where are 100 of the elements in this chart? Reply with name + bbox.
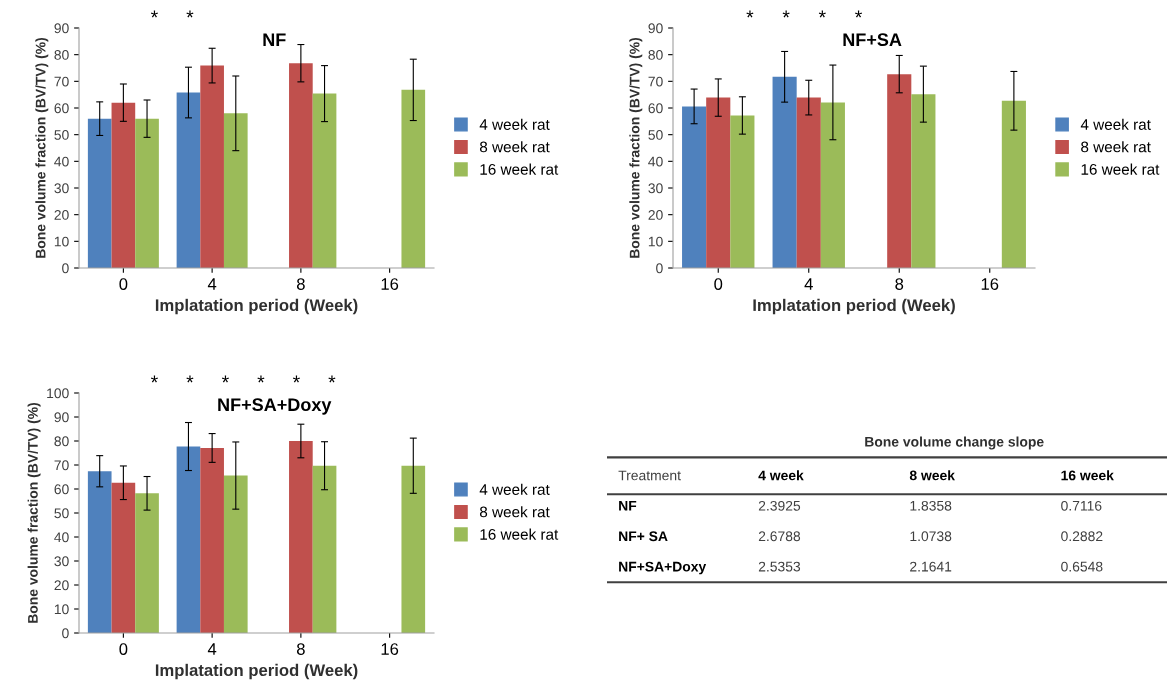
bar: [223, 475, 248, 633]
legend-label: 16 week rat: [480, 528, 559, 540]
chart-title: NF: [263, 33, 286, 46]
x-tick-label: 4: [804, 278, 813, 290]
text: *: [328, 375, 336, 383]
bar: [820, 102, 845, 268]
x-tick-label: 4: [207, 643, 217, 655]
y-tick-label: 60: [54, 103, 69, 114]
x-tick-label: 16 week: [1061, 470, 1114, 481]
x-tick-label: 0: [119, 643, 128, 655]
data-label: 2.6788: [758, 531, 801, 542]
y-tick-label: 60: [54, 484, 69, 495]
text: *: [292, 375, 300, 383]
x-tick-label: 4 week: [758, 470, 804, 481]
y-tick-label: 20: [54, 580, 69, 591]
legend-label: 8 week rat: [479, 506, 550, 518]
chart-title: NF+SA+Doxy: [218, 398, 332, 415]
y-tick-label: NF+SA+Doxy: [619, 561, 707, 575]
x-tick-label: 16: [381, 643, 399, 655]
y-tick-label: 80: [54, 436, 69, 447]
data-label: 2.5353: [758, 561, 801, 572]
y-tick-label: 100: [47, 388, 69, 399]
x-axis-title: Implatation period (Week): [155, 298, 358, 315]
x-tick-label: 8 week: [909, 470, 955, 481]
y-tick-label: 30: [54, 556, 69, 567]
x-tick-label: 4: [207, 278, 217, 290]
y-tick-label: 80: [54, 50, 69, 60]
y-tick-label: 70: [648, 76, 663, 87]
y-axis-title: Bone volume fraction (BV/TV) (%): [629, 37, 643, 258]
bar: [706, 97, 731, 268]
legend-label: 4 week rat: [479, 483, 550, 495]
y-axis-title: Bone volume fraction (BV/TV) (%): [27, 402, 41, 623]
y-tick-label: 40: [54, 156, 69, 167]
bar: [401, 465, 426, 633]
chart-title: NF+SA: [843, 33, 902, 47]
x-axis-title: Implatation period (Week): [155, 663, 358, 680]
x-tick-label: 8: [296, 278, 305, 290]
text: *: [746, 10, 754, 18]
y-tick-label: 30: [648, 183, 663, 194]
data-label: 1.8358: [910, 500, 952, 511]
data-label: 2.1641: [910, 561, 952, 572]
y-tick-label: 80: [648, 50, 663, 60]
y-tick-label: NF+ SA: [619, 531, 668, 542]
y-tick-label: 10: [54, 236, 69, 247]
data-label: 0.6548: [1061, 561, 1103, 572]
y-tick-label: 50: [54, 130, 69, 140]
text: *: [150, 10, 158, 18]
text: *: [186, 10, 194, 18]
y-tick-label: 50: [54, 508, 69, 519]
bar: [312, 465, 337, 633]
bar: [289, 63, 313, 268]
x-axis-title: Implatation period (Week): [753, 298, 955, 315]
bar: [887, 74, 912, 268]
x-tick-label: 16: [981, 278, 999, 290]
bar: [87, 471, 112, 633]
y-tick-label: 70: [54, 76, 69, 87]
y-tick-label: 40: [648, 156, 663, 167]
bar: [176, 92, 201, 268]
y-tick-label: 0: [62, 263, 69, 274]
data-label: 0.2882: [1061, 531, 1103, 542]
legend-label: 8 week rat: [1081, 141, 1151, 153]
text: *: [257, 375, 265, 383]
legend-label: 4 week rat: [479, 118, 550, 130]
y-tick-label: 20: [648, 210, 663, 220]
bar: [401, 89, 426, 268]
data-label: 2.3925: [758, 500, 801, 511]
bar: [223, 113, 248, 268]
bar: [289, 441, 313, 633]
legend-label: 16 week rat: [480, 163, 559, 175]
bar: [87, 118, 112, 268]
bar: [730, 115, 755, 268]
legend-label: 8 week rat: [479, 141, 550, 153]
y-tick-label: 50: [648, 130, 663, 140]
text: *: [221, 375, 229, 383]
x-tick-label: 16: [381, 278, 399, 290]
bar: [200, 447, 224, 633]
x-tick-label: 8: [296, 643, 305, 655]
y-tick-label: 0: [656, 263, 663, 274]
y-tick-label: 0: [62, 628, 69, 639]
y-tick-label: 90: [54, 412, 69, 423]
bar: [312, 93, 337, 268]
legend-label: 16 week rat: [1081, 163, 1160, 175]
bar: [176, 446, 201, 633]
y-tick-label: 70: [54, 460, 69, 471]
text: *: [855, 10, 863, 18]
y-tick-label: 30: [54, 183, 69, 194]
bar: [682, 106, 707, 268]
text: *: [782, 10, 790, 18]
x-tick-label: 0: [119, 278, 128, 290]
y-tick-label: 20: [54, 210, 69, 220]
y-tick-label: 90: [54, 23, 69, 34]
bar: [135, 118, 159, 268]
y-tick-label: 60: [648, 103, 663, 114]
data-label: 1.0738: [910, 531, 952, 542]
x-tick-label: 0: [714, 278, 723, 290]
bar: [796, 97, 821, 268]
bar: [772, 76, 797, 268]
bar: [911, 94, 936, 268]
y-tick-label: 10: [54, 604, 69, 615]
chart-title: Bone volume change slope: [865, 436, 1044, 450]
